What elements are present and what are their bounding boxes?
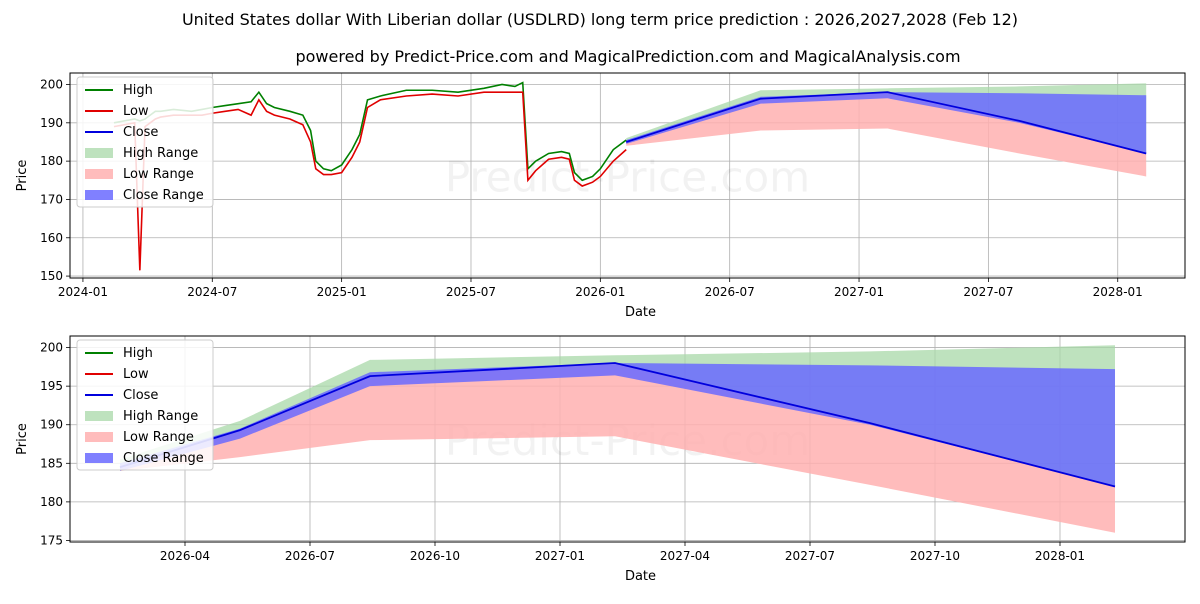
bottom-legend-low-label: Low <box>123 367 149 382</box>
top-ylabel: Price <box>15 160 30 192</box>
bottom-legend-high-range-swatch <box>85 411 113 421</box>
bottom-xtick-label: 2026-04 <box>160 549 210 563</box>
bottom-legend-close-range-label: Close Range <box>123 451 204 466</box>
top-legend-close-label: Close <box>123 125 158 140</box>
top-close-range-area <box>626 92 1147 154</box>
bottom-legend-low-range-label: Low Range <box>123 430 194 445</box>
bottom-ytick-label: 185 <box>40 456 63 470</box>
bottom-xtick-label: 2027-04 <box>660 549 710 563</box>
bottom-xtick-label: 2026-07 <box>285 549 335 563</box>
bottom-legend-low-range-swatch <box>85 432 113 442</box>
top-legend-low-range-swatch <box>85 169 113 179</box>
top-ytick-label: 180 <box>40 154 63 168</box>
top-xtick-label: 2027-07 <box>963 285 1013 299</box>
bottom-close-line <box>119 362 1116 488</box>
top-ytick-label: 150 <box>40 269 63 283</box>
chart-title: United States dollar With Liberian dolla… <box>182 10 1018 29</box>
bottom-legend-close-range-swatch <box>85 453 113 463</box>
top-legend-high-label: High <box>123 83 153 98</box>
top-ytick-label: 190 <box>40 116 63 130</box>
top-xtick-label: 2024-07 <box>187 285 237 299</box>
top-plot: 2024-01 2024-07 2025-01 2025-07 2026-01 2026-… <box>15 72 1186 320</box>
bottom-close-range-area <box>120 363 1115 487</box>
top-xlabel: Date <box>625 305 656 320</box>
chart-subtitle: powered by Predict-Price.com and Magical… <box>295 47 960 66</box>
bottom-legend: High Low Close High Range Low Range Close Ran… <box>76 339 214 471</box>
bottom-xtick-label: 2027-10 <box>910 549 960 563</box>
top-legend-low-range-label: Low Range <box>123 167 194 182</box>
top-xtick-label: 2026-07 <box>705 285 755 299</box>
top-legend: High Low Close High Range Low Range Close Ran… <box>76 76 214 208</box>
top-legend-close-range-label: Close Range <box>123 188 204 203</box>
bottom-axes-frame <box>69 335 1186 543</box>
top-ytick-label: 170 <box>40 192 63 206</box>
top-ytick-label: 160 <box>40 231 63 245</box>
top-xtick-label: 2024-01 <box>58 285 108 299</box>
top-legend-low-label: Low <box>123 104 149 119</box>
top-xtick-label: 2025-07 <box>446 285 496 299</box>
top-xtick-label: 2026-01 <box>575 285 625 299</box>
bottom-ylabel: Price <box>15 423 30 455</box>
top-axes-frame <box>69 72 1186 279</box>
top-close-line <box>625 91 1147 155</box>
top-xtick-label: 2025-01 <box>317 285 367 299</box>
bottom-ytick-label: 195 <box>40 379 63 393</box>
bottom-xtick-label: 2026-10 <box>410 549 460 563</box>
bottom-legend-high-label: High <box>123 346 153 361</box>
bottom-xlabel: Date <box>625 569 656 584</box>
bottom-ytick-label: 175 <box>40 533 63 547</box>
bottom-plot: 2026-04 2026-07 2026-10 2027-01 2027-04 2027-… <box>15 335 1186 584</box>
top-legend-high-range-swatch <box>85 148 113 158</box>
bottom-low-range-area <box>120 363 1115 533</box>
bottom-ytick-label: 190 <box>40 418 63 432</box>
bottom-legend-close-label: Close <box>123 388 158 403</box>
top-ytick-label: 200 <box>40 77 63 91</box>
bottom-series-group <box>119 345 1116 533</box>
top-xtick-label: 2028-01 <box>1093 285 1143 299</box>
bottom-ytick-label: 200 <box>40 341 63 355</box>
top-low-range-area <box>626 92 1147 177</box>
bottom-legend-high-range-label: High Range <box>123 409 198 424</box>
top-watermark: Predict-Price.com <box>445 153 810 202</box>
bottom-ytick-label: 180 <box>40 495 63 509</box>
bottom-xtick-label: 2027-07 <box>785 549 835 563</box>
top-legend-close-range-swatch <box>85 190 113 200</box>
top-xtick-label: 2027-01 <box>834 285 884 299</box>
top-legend-high-range-label: High Range <box>123 146 198 161</box>
bottom-xtick-label: 2028-01 <box>1035 549 1085 563</box>
bottom-xtick-label: 2027-01 <box>535 549 585 563</box>
